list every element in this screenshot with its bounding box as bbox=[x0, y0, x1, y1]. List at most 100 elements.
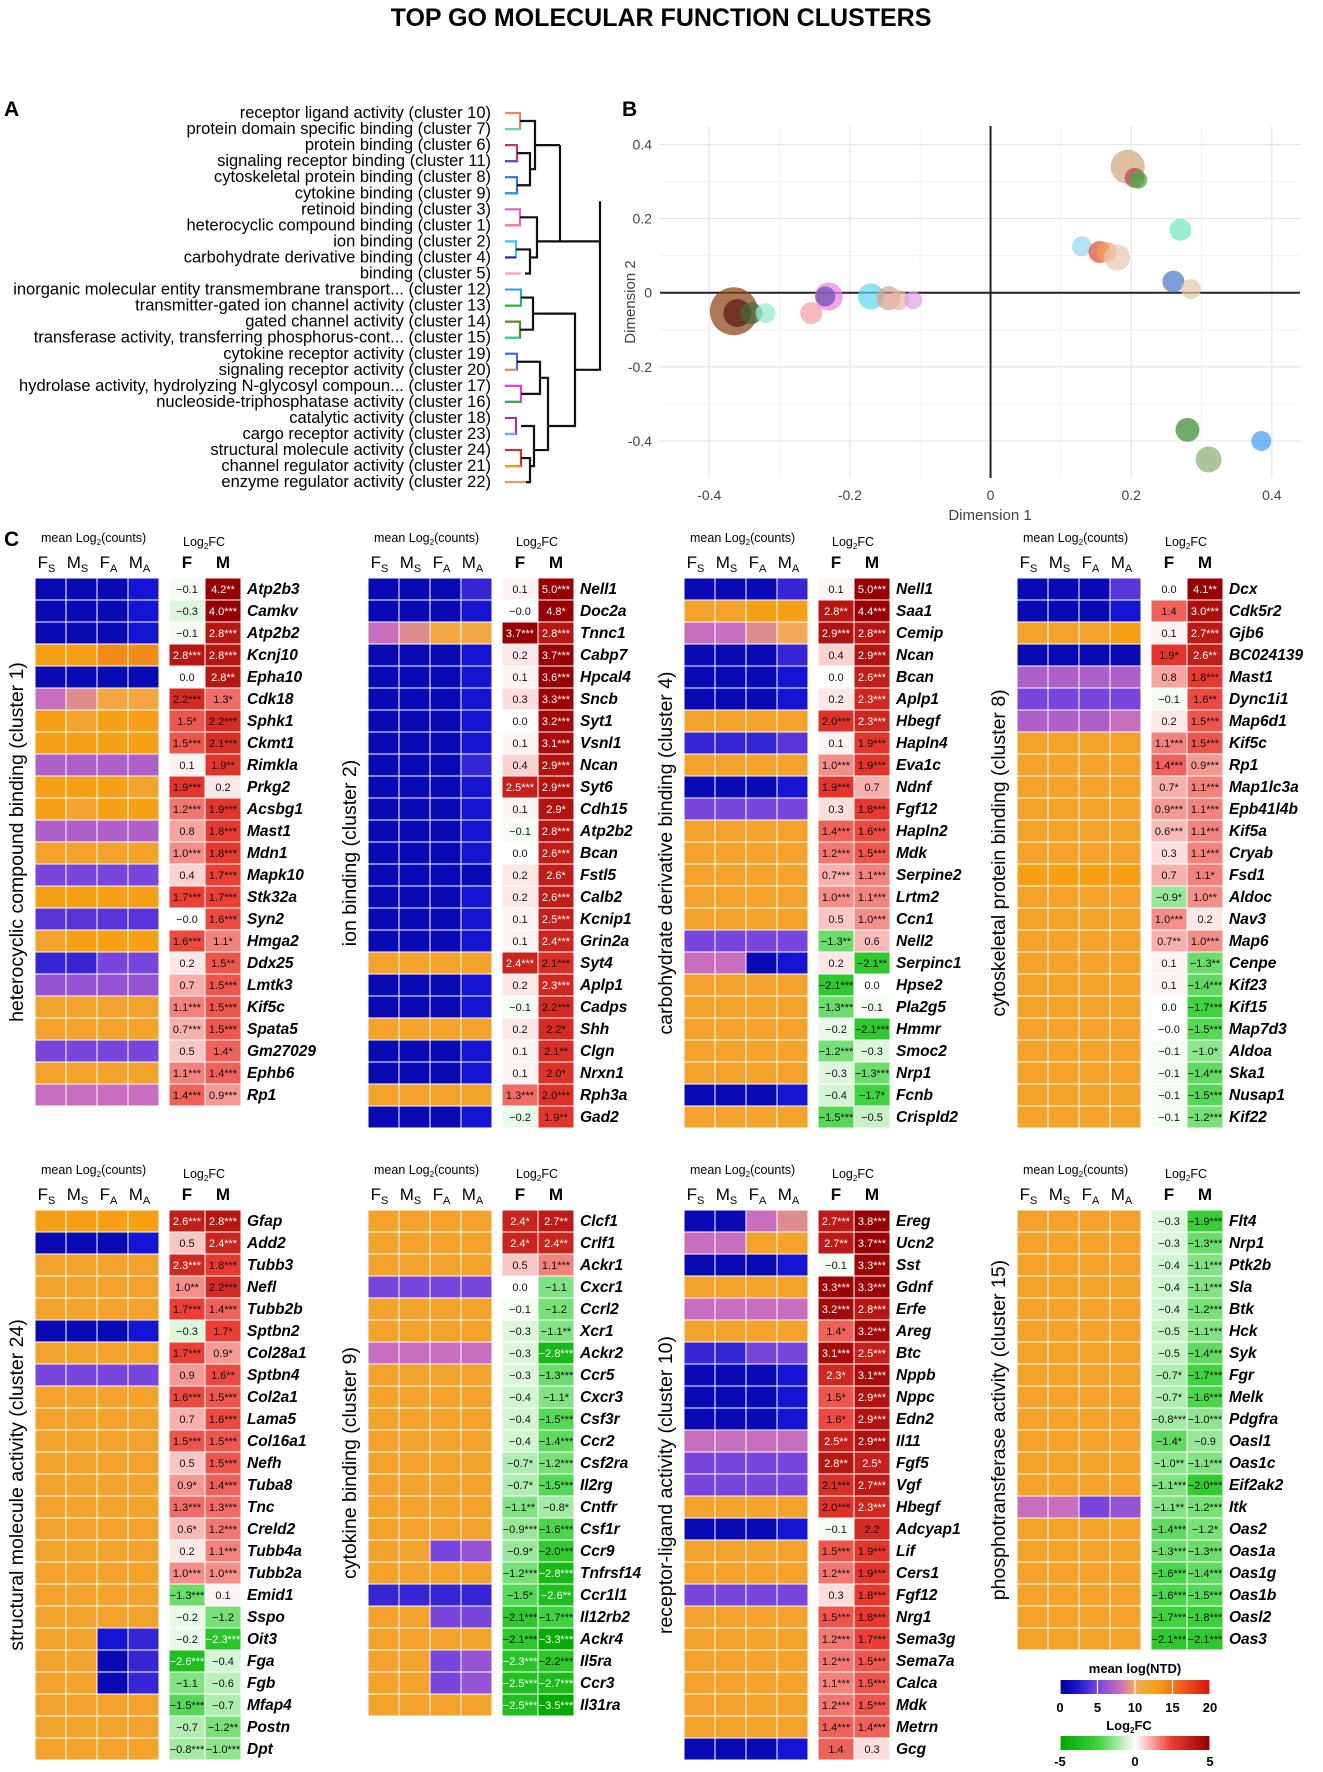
fc-value-f: 0.2 bbox=[828, 694, 843, 706]
mean-cell bbox=[367, 1209, 400, 1233]
fc-value-m: −2.1*** bbox=[1188, 1634, 1223, 1646]
column-label: FA bbox=[1082, 1185, 1100, 1207]
fc-value-f: −0.0 bbox=[1158, 1024, 1180, 1036]
mean-cell bbox=[127, 885, 160, 909]
mean-cell bbox=[398, 643, 431, 667]
mean-cell bbox=[34, 797, 67, 821]
fc-value-f: −1.3*** bbox=[819, 1002, 854, 1014]
mean-cell bbox=[1078, 775, 1111, 799]
colorbar-mean-step bbox=[1155, 1680, 1159, 1694]
fc-value-f: 0.5 bbox=[179, 1046, 194, 1058]
mean-cell bbox=[683, 1715, 716, 1739]
mean-cell bbox=[683, 1209, 716, 1233]
fc-value-f: 0.0 bbox=[828, 672, 843, 684]
mean-cell bbox=[398, 1583, 431, 1607]
fc-value-f: 0.6*** bbox=[1155, 826, 1184, 838]
column-label: MA bbox=[1111, 1185, 1133, 1207]
fc-value-f: 3.1*** bbox=[822, 1348, 851, 1360]
fc-value-m: 1.5*** bbox=[858, 1656, 887, 1668]
mean-cell bbox=[776, 643, 809, 667]
mean-cell bbox=[714, 1495, 747, 1519]
mean-cell bbox=[460, 797, 493, 821]
fc-value-f: −1.6*** bbox=[1152, 1590, 1187, 1602]
mean-cell bbox=[1078, 1061, 1111, 1085]
fc-value-m: 1.0** bbox=[1193, 892, 1218, 904]
mean-cell bbox=[714, 1737, 747, 1761]
colorbar-fc-step bbox=[1112, 1736, 1116, 1750]
mean-cell bbox=[367, 1539, 400, 1563]
gene-label: Postn bbox=[247, 1719, 290, 1736]
gene-label: Oas1g bbox=[1229, 1565, 1277, 1582]
mean-cell bbox=[776, 577, 809, 601]
colorbar-fc-step bbox=[1205, 1736, 1209, 1750]
gene-label: Cdh15 bbox=[580, 801, 628, 818]
gene-label: Epb41l4b bbox=[1229, 801, 1298, 818]
mean-cell bbox=[367, 709, 400, 733]
fc-value-m: 2.9*** bbox=[542, 760, 571, 772]
mean-cell bbox=[127, 797, 160, 821]
fc-value-m: 1.1* bbox=[1195, 870, 1215, 882]
gene-label: Fcnb bbox=[896, 1087, 934, 1104]
mean-cell bbox=[65, 907, 98, 931]
mean-cell bbox=[96, 1231, 129, 1255]
fc-value-f: 0.2 bbox=[512, 870, 527, 882]
mean-cell bbox=[34, 1231, 67, 1255]
mean-cell bbox=[34, 973, 67, 997]
mean-cell bbox=[127, 995, 160, 1019]
mean-cell bbox=[65, 1737, 98, 1761]
cluster-point bbox=[1180, 279, 1201, 300]
gene-label: Metrn bbox=[896, 1719, 938, 1736]
fc-value-f: −0.2 bbox=[176, 1634, 198, 1646]
fc-cell-m bbox=[853, 1737, 891, 1761]
colorbar-mean-step bbox=[1192, 1680, 1196, 1694]
fc-value-m: 3.3*** bbox=[542, 694, 571, 706]
fc-value-f: 1.0*** bbox=[173, 848, 202, 860]
cluster-label: carbohydrate derivative binding (cluster… bbox=[184, 248, 491, 266]
mean-cell bbox=[1047, 1231, 1080, 1255]
mean-cell bbox=[745, 775, 778, 799]
fc-value-m: 1.3*** bbox=[209, 1502, 238, 1514]
mean-cell bbox=[429, 1583, 462, 1607]
fc-value-m: −1.7*** bbox=[539, 1612, 574, 1624]
colorbar-mean-step bbox=[1112, 1680, 1116, 1694]
fc-value-m: −1.3*** bbox=[539, 1370, 574, 1382]
mean-cell bbox=[1078, 1473, 1111, 1497]
mean-cell bbox=[1078, 1385, 1111, 1409]
fc-value-m: 2.8** bbox=[211, 672, 236, 684]
mean-cell bbox=[65, 1649, 98, 1673]
gene-label: Hbegf bbox=[896, 1499, 942, 1516]
mean-cell bbox=[127, 1473, 160, 1497]
fc-value-f: 2.3* bbox=[826, 1370, 846, 1382]
mean-cell bbox=[367, 1385, 400, 1409]
mean-cell bbox=[1109, 665, 1142, 689]
mean-cell bbox=[1078, 1495, 1111, 1519]
fc-value-f: 0.2 bbox=[512, 1024, 527, 1036]
fc-value-m: 4.0*** bbox=[209, 606, 238, 618]
mean-cell bbox=[96, 863, 129, 887]
fc-value-f: −0.1 bbox=[1158, 1090, 1180, 1102]
colorbar-fc-step bbox=[1202, 1736, 1206, 1750]
fc-value-f: 0.1 bbox=[828, 584, 843, 596]
mean-counts-header: mean Log2(counts) bbox=[1023, 531, 1128, 547]
gene-label: Kif23 bbox=[1229, 977, 1267, 994]
mean-cell bbox=[714, 1451, 747, 1475]
cluster-label: inorganic molecular entity transmembrane… bbox=[13, 281, 491, 299]
mean-cell bbox=[367, 1083, 400, 1107]
dendrogram-branch bbox=[505, 240, 518, 259]
gene-label: Atp2b2 bbox=[246, 625, 300, 642]
gene-label: Saa1 bbox=[896, 603, 932, 620]
fc-value-m: 0.1 bbox=[215, 1590, 230, 1602]
fc-value-f: 0.2 bbox=[512, 980, 527, 992]
fc-value-f: 1.4*** bbox=[822, 826, 851, 838]
fc-value-m: 1.1*** bbox=[1191, 804, 1220, 816]
gene-label: Hapln2 bbox=[896, 823, 948, 840]
mean-cell bbox=[429, 1105, 462, 1129]
gene-label: Ackr2 bbox=[579, 1345, 623, 1362]
mean-cell bbox=[367, 687, 400, 711]
mean-cell bbox=[398, 1539, 431, 1563]
mean-cell bbox=[65, 1429, 98, 1453]
fc-value-f: 0.3 bbox=[828, 1590, 843, 1602]
mean-cell bbox=[65, 995, 98, 1019]
colorbar-fc-step bbox=[1110, 1736, 1114, 1750]
